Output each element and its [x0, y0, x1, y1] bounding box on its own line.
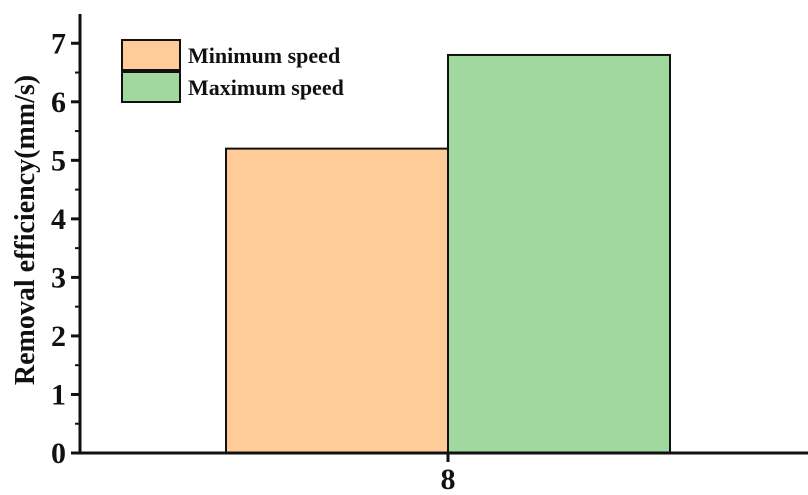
y-tick-label: 2: [51, 320, 66, 353]
y-tick-label: 7: [51, 27, 66, 60]
y-tick-label: 3: [51, 261, 66, 294]
ticks-layer: 0 1 2 3 4 5 6 7 8: [51, 27, 456, 495]
y-tick-label: 1: [51, 378, 66, 411]
x-tick-label: 8: [441, 463, 456, 495]
legend-swatch-minimum-speed: [121, 39, 181, 71]
legend-label-minimum-speed: Minimum speed: [188, 43, 340, 68]
legend-label-maximum-speed: Maximum speed: [188, 75, 344, 100]
y-tick-label: 5: [51, 144, 66, 177]
bars-layer: [225, 53, 671, 455]
y-tick-label: 0: [51, 437, 66, 470]
y-axis-title: Removal efficiency(mm/s): [10, 75, 41, 385]
y-tick-label: 4: [51, 203, 66, 236]
bar-maximum-speed: [447, 53, 671, 455]
legend: Minimum speed Maximum speed: [121, 39, 344, 103]
bar-minimum-speed: [225, 147, 449, 454]
legend-swatch-maximum-speed: [121, 71, 181, 103]
y-tick-label: 6: [51, 86, 66, 119]
axes-layer: [78, 14, 808, 455]
